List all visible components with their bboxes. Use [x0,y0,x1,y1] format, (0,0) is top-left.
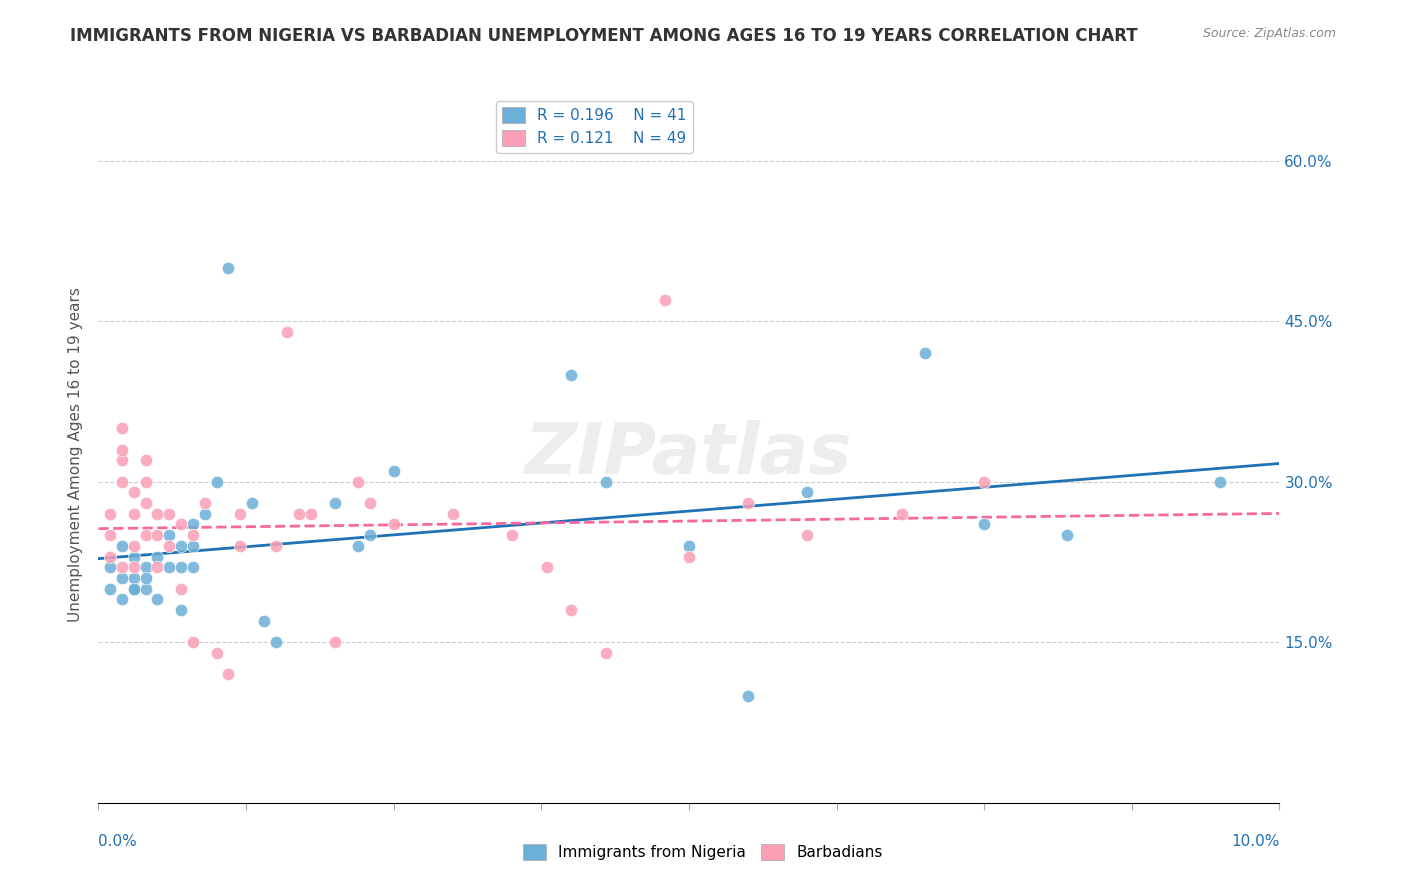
Text: 10.0%: 10.0% [1232,834,1279,849]
Point [157,528,180,542]
Point [111,560,134,574]
Point [595,475,617,489]
Point [146,528,169,542]
Point [122,582,145,596]
Point [111,571,134,585]
Point [146,549,169,564]
Point [890,507,912,521]
Point [170,560,193,574]
Point [1056,528,1078,542]
Point [157,560,180,574]
Point [98,528,121,542]
Point [181,635,204,649]
Point [205,646,228,660]
Point [135,560,157,574]
Point [217,260,239,275]
Point [135,475,157,489]
Point [253,614,276,628]
Point [737,689,759,703]
Point [382,464,405,478]
Point [194,496,217,510]
Point [170,517,193,532]
Point [146,592,169,607]
Y-axis label: Unemployment Among Ages 16 to 19 years: Unemployment Among Ages 16 to 19 years [67,287,83,623]
Point [146,507,169,521]
Point [122,549,145,564]
Point [536,560,558,574]
Point [796,528,818,542]
Point [288,507,311,521]
Point [181,528,204,542]
Point [157,539,180,553]
Point [111,539,134,553]
Point [323,635,346,649]
Point [217,667,239,681]
Point [146,560,169,574]
Text: IMMIGRANTS FROM NIGERIA VS BARBADIAN UNEMPLOYMENT AMONG AGES 16 TO 19 YEARS CORR: IMMIGRANTS FROM NIGERIA VS BARBADIAN UNE… [70,27,1137,45]
Text: 0.0%: 0.0% [98,834,138,849]
Point [98,582,121,596]
Point [111,475,134,489]
Point [135,496,157,510]
Point [122,582,145,596]
Point [98,549,121,564]
Point [98,507,121,521]
Point [135,528,157,542]
Point [240,496,263,510]
Point [914,346,936,360]
Point [135,571,157,585]
Point [122,571,145,585]
Point [678,539,700,553]
Text: Source: ZipAtlas.com: Source: ZipAtlas.com [1202,27,1336,40]
Point [347,475,370,489]
Point [135,582,157,596]
Point [264,539,287,553]
Point [111,421,134,435]
Legend: Immigrants from Nigeria, Barbadians: Immigrants from Nigeria, Barbadians [517,838,889,866]
Point [276,325,298,339]
Point [111,442,134,457]
Point [1209,475,1232,489]
Point [973,475,995,489]
Point [264,635,287,649]
Point [157,507,180,521]
Point [194,507,217,521]
Point [205,475,228,489]
Point [382,517,405,532]
Point [323,496,346,510]
Point [299,507,322,521]
Point [122,485,145,500]
Point [678,549,700,564]
Point [796,485,818,500]
Text: ZIPatlas: ZIPatlas [526,420,852,490]
Point [501,528,523,542]
Point [122,507,145,521]
Point [229,507,252,521]
Point [181,517,204,532]
Point [122,560,145,574]
Point [98,560,121,574]
Point [560,603,582,617]
Point [122,539,145,553]
Point [170,539,193,553]
Point [181,560,204,574]
Point [135,453,157,467]
Point [595,646,617,660]
Point [181,539,204,553]
Point [170,603,193,617]
Point [973,517,995,532]
Point [170,582,193,596]
Point [359,496,381,510]
Point [737,496,759,510]
Point [111,592,134,607]
Point [654,293,676,307]
Point [347,539,370,553]
Point [111,453,134,467]
Point [229,539,252,553]
Legend: R = 0.196    N = 41, R = 0.121    N = 49: R = 0.196 N = 41, R = 0.121 N = 49 [496,101,693,153]
Point [560,368,582,382]
Point [359,528,381,542]
Point [441,507,464,521]
